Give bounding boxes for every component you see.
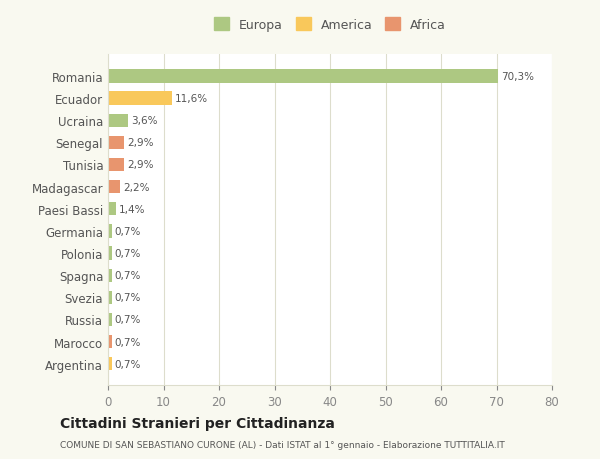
- Text: COMUNE DI SAN SEBASTIANO CURONE (AL) - Dati ISTAT al 1° gennaio - Elaborazione T: COMUNE DI SAN SEBASTIANO CURONE (AL) - D…: [60, 441, 505, 449]
- Bar: [108, 114, 128, 128]
- Legend: Europa, America, Africa: Europa, America, Africa: [214, 18, 446, 32]
- Text: 1,4%: 1,4%: [119, 204, 145, 214]
- Bar: [108, 180, 120, 194]
- Text: 0,7%: 0,7%: [115, 359, 141, 369]
- Bar: [108, 247, 112, 260]
- Bar: [108, 158, 124, 172]
- Text: 11,6%: 11,6%: [175, 94, 208, 104]
- Bar: [108, 269, 112, 282]
- Text: 0,7%: 0,7%: [115, 293, 141, 302]
- Text: 0,7%: 0,7%: [115, 226, 141, 236]
- Bar: [108, 92, 172, 106]
- Bar: [108, 291, 112, 304]
- Bar: [108, 70, 498, 84]
- Text: 0,7%: 0,7%: [115, 270, 141, 280]
- Text: 2,9%: 2,9%: [127, 160, 154, 170]
- Bar: [108, 335, 112, 348]
- Bar: [108, 313, 112, 326]
- Bar: [108, 357, 112, 370]
- Text: 0,7%: 0,7%: [115, 315, 141, 325]
- Text: 70,3%: 70,3%: [501, 72, 534, 82]
- Bar: [108, 136, 124, 150]
- Text: 0,7%: 0,7%: [115, 248, 141, 258]
- Text: Cittadini Stranieri per Cittadinanza: Cittadini Stranieri per Cittadinanza: [60, 416, 335, 430]
- Bar: [108, 202, 116, 216]
- Text: 3,6%: 3,6%: [131, 116, 157, 126]
- Text: 0,7%: 0,7%: [115, 337, 141, 347]
- Text: 2,2%: 2,2%: [123, 182, 149, 192]
- Text: 2,9%: 2,9%: [127, 138, 154, 148]
- Bar: [108, 225, 112, 238]
